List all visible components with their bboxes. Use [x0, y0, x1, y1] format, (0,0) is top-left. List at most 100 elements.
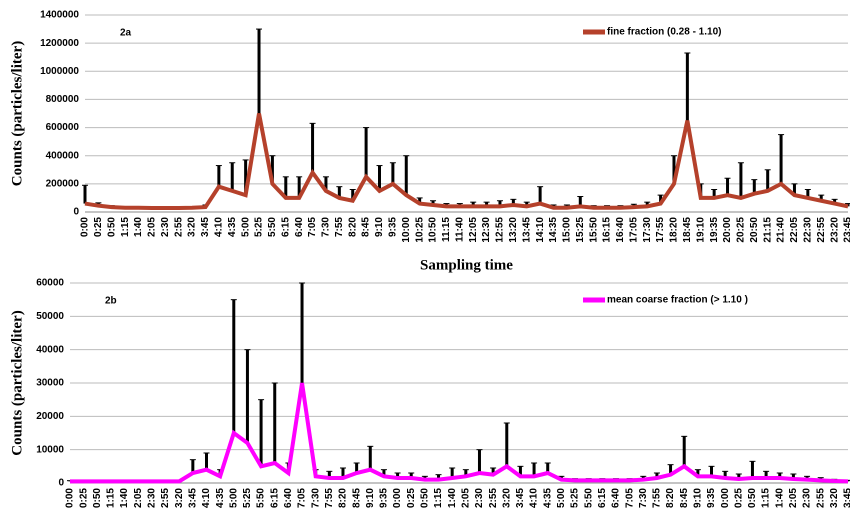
y-tick-label: 40000: [36, 344, 64, 355]
x-tick-label: 6:15: [269, 488, 280, 508]
x-tick-label: 4:10: [214, 217, 225, 237]
x-tick-label: 1:15: [761, 488, 772, 508]
x-tick-label: 2:05: [133, 488, 144, 508]
x-tick-label: 10:25: [414, 217, 425, 243]
x-tick-label: 3:45: [515, 488, 526, 508]
y-tick-label: 200000: [46, 178, 80, 189]
x-tick-label: 18:45: [682, 217, 693, 243]
x-tick-label: 2:05: [788, 488, 799, 508]
x-tick-label: 23:45: [843, 217, 850, 243]
y-tick-label: 400000: [46, 150, 80, 161]
y-tick-label: 30000: [36, 378, 64, 389]
x-tick-label: 8:45: [679, 488, 690, 508]
x-tick-label: 22:05: [789, 217, 800, 243]
x-tick-label: 4:10: [201, 488, 212, 508]
y-axis-label: Counts (particles/liter): [9, 41, 25, 186]
x-tick-label: 9:35: [379, 488, 390, 508]
y-tick-label: 0: [73, 207, 79, 218]
x-tick-label: 9:10: [693, 488, 704, 508]
x-tick-label: 18:20: [669, 217, 680, 243]
y-tick-label: 1200000: [40, 38, 79, 49]
x-tick-label: 21:40: [776, 217, 787, 243]
y-tick-label: 50000: [36, 311, 64, 322]
x-tick-label: 0:00: [80, 217, 91, 237]
x-tick-label: 2:30: [474, 488, 485, 508]
x-tick-label: 1:15: [106, 488, 117, 508]
x-tick-label: 3:20: [501, 488, 512, 508]
x-tick-label: 0:50: [106, 217, 117, 237]
x-tick-label: 2:05: [147, 217, 158, 237]
x-tick-label: 9:10: [374, 217, 385, 237]
x-axis-label: Sampling time: [420, 257, 513, 273]
x-tick-label: 3:45: [187, 488, 198, 508]
x-tick-label: 15:50: [588, 217, 599, 243]
x-tick-label: 1:40: [447, 488, 458, 508]
x-tick-label: 5:25: [254, 217, 265, 237]
x-tick-label: 0:25: [93, 217, 104, 237]
x-tick-label: 3:20: [187, 217, 198, 237]
x-tick-label: 0:25: [733, 488, 744, 508]
y-tick-label: 20000: [36, 411, 64, 422]
x-tick-label: 13:45: [521, 217, 532, 243]
x-tick-label: 19:10: [695, 217, 706, 243]
x-tick-label: 0:50: [420, 488, 431, 508]
x-tick-label: 0:00: [720, 488, 731, 508]
x-tick-label: 4:35: [215, 488, 226, 508]
x-tick-label: 22:30: [802, 217, 813, 243]
y-tick-label: 0: [58, 478, 64, 489]
x-tick-label: 11:15: [441, 217, 452, 242]
x-tick-label: 7:30: [310, 488, 321, 508]
x-tick-label: 1:15: [433, 488, 444, 508]
x-tick-label: 8:20: [338, 488, 349, 508]
x-tick-label: 23:20: [829, 217, 840, 243]
x-tick-label: 6:40: [294, 217, 305, 237]
x-tick-label: 3:45: [843, 488, 850, 508]
x-tick-label: 2:55: [160, 488, 171, 508]
x-tick-label: 3:20: [829, 488, 840, 508]
x-tick-label: 0:25: [78, 488, 89, 508]
x-tick-label: 0:50: [92, 488, 103, 508]
x-tick-label: 1:40: [774, 488, 785, 508]
x-tick-label: 2:55: [173, 217, 184, 237]
x-tick-label: 1:40: [119, 488, 130, 508]
x-tick-label: 5:00: [228, 488, 239, 508]
x-tick-label: 3:20: [174, 488, 185, 508]
x-tick-label: 7:30: [638, 488, 649, 508]
x-tick-label: 14:35: [548, 217, 559, 243]
x-tick-label: 15:00: [562, 217, 573, 243]
x-tick-label: 17:05: [628, 217, 639, 243]
x-tick-label: 8:45: [351, 488, 362, 508]
x-tick-label: 0:00: [392, 488, 403, 508]
x-tick-label: 21:15: [762, 217, 773, 243]
x-tick-label: 9:35: [388, 217, 399, 237]
x-tick-label: 4:35: [227, 217, 238, 237]
x-tick-label: 17:30: [642, 217, 653, 243]
x-tick-label: 1:40: [133, 217, 144, 237]
x-tick-label: 4:10: [529, 488, 540, 508]
x-tick-label: 5:25: [242, 488, 253, 508]
x-tick-label: 17:55: [655, 217, 666, 243]
y-axis-label: Counts (particles/liter): [9, 310, 25, 455]
x-tick-label: 2:55: [815, 488, 826, 508]
x-tick-label: 6:40: [611, 488, 622, 508]
x-tick-label: 9:35: [706, 488, 717, 508]
x-tick-label: 6:40: [283, 488, 294, 508]
x-tick-label: 20:50: [749, 217, 760, 243]
x-tick-label: 0:25: [406, 488, 417, 508]
y-tick-label: 1000000: [40, 66, 79, 77]
x-tick-label: 15:25: [575, 217, 586, 243]
x-tick-label: 12:30: [481, 217, 492, 243]
panel-label: 2b: [105, 296, 117, 307]
x-tick-label: 7:05: [307, 217, 318, 237]
x-tick-label: 2:05: [460, 488, 471, 508]
x-tick-label: 7:05: [297, 488, 308, 508]
x-tick-label: 5:25: [570, 488, 581, 508]
x-tick-label: 11:40: [454, 217, 465, 242]
x-tick-label: 5:50: [267, 217, 278, 237]
y-tick-label: 1400000: [40, 10, 79, 21]
x-tick-label: 12:55: [495, 217, 506, 243]
x-tick-label: 0:00: [65, 488, 76, 508]
x-tick-label: 2:55: [488, 488, 499, 508]
